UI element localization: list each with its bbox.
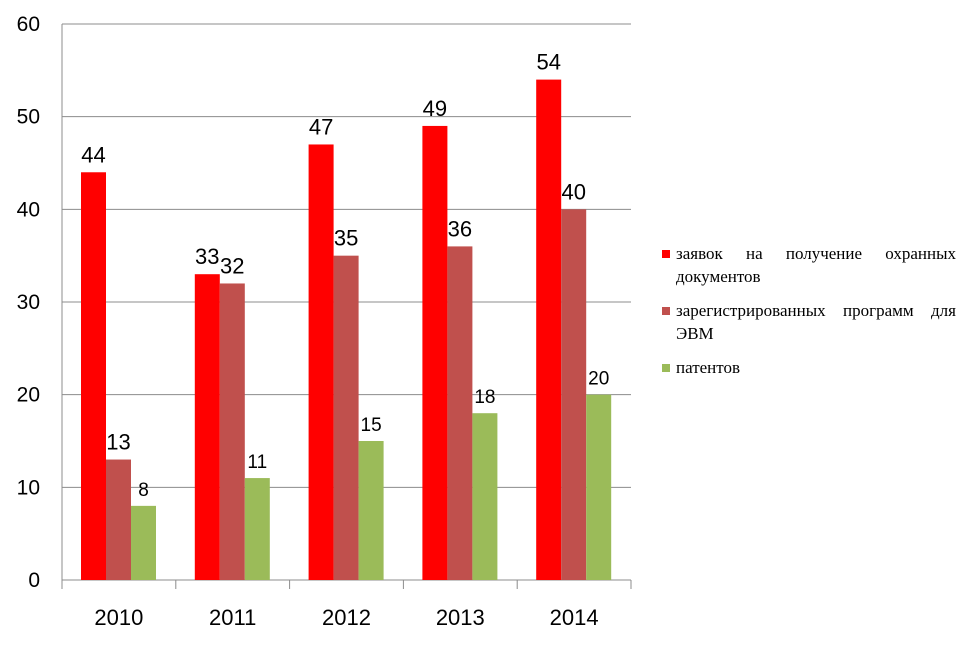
bar	[219, 283, 245, 580]
data-label: 47	[309, 114, 333, 139]
bars	[81, 79, 612, 581]
x-tick-label: 2012	[322, 605, 371, 630]
y-tick-label: 10	[17, 476, 40, 499]
data-label: 44	[81, 142, 105, 167]
data-labels: 44 33 47 49 54 13 32 35 36 40 8 11 15 18 20	[81, 50, 609, 501]
data-label: 35	[334, 226, 358, 251]
y-tick-label: 50	[17, 106, 40, 129]
data-label: 36	[448, 216, 472, 241]
y-tick-label: 30	[17, 291, 40, 314]
legend-label-applications: заявок на получение охранных документов	[676, 244, 956, 286]
bar	[194, 274, 220, 580]
legend-swatch-patents	[662, 364, 670, 372]
y-tick-label: 20	[17, 384, 40, 407]
bar	[333, 255, 359, 580]
legend-label-patents: патентов	[676, 358, 741, 377]
y-tick-label: 0	[28, 569, 40, 592]
legend-item-programs: зарегистрированных программ для ЭВМ	[662, 299, 956, 345]
bar	[561, 209, 587, 581]
x-tick-label: 2011	[209, 605, 256, 630]
data-label: 54	[536, 50, 560, 75]
bar	[586, 394, 612, 580]
data-label: 32	[220, 253, 244, 278]
bar	[536, 79, 562, 580]
x-tick-labels: 2010 2011 2012 2013 2014	[94, 605, 598, 630]
data-label: 33	[195, 244, 219, 269]
data-label: 11	[247, 452, 267, 473]
legend-item-applications: заявок на получение охранных документов	[662, 242, 956, 288]
bar	[447, 246, 473, 580]
data-label: 49	[423, 96, 447, 121]
bar	[422, 125, 448, 580]
legend-item-patents: патентов	[662, 356, 956, 379]
legend-swatch-applications	[662, 250, 670, 258]
data-label: 15	[361, 415, 382, 436]
legend-label-programs: зарегистрированных программ для ЭВМ	[676, 301, 956, 343]
legend: заявок на получение охранных документов …	[662, 242, 956, 390]
data-label: 18	[474, 387, 495, 408]
x-tick-label: 2014	[550, 605, 599, 630]
bar	[81, 172, 106, 580]
bar	[131, 505, 156, 580]
y-tick-labels: 0 10 20 30 40 50 60	[17, 13, 40, 592]
y-tick-label: 60	[17, 13, 40, 36]
bar	[244, 478, 270, 580]
x-tick-label: 2013	[436, 605, 485, 630]
bar	[358, 441, 384, 580]
data-label: 8	[138, 480, 149, 501]
y-tick-label: 40	[17, 198, 40, 221]
bar	[472, 413, 498, 580]
data-label: 40	[561, 179, 585, 204]
bar	[106, 459, 131, 580]
data-label: 20	[588, 369, 609, 390]
axes	[61, 24, 632, 589]
x-tick-label: 2010	[94, 605, 143, 630]
legend-swatch-programs	[662, 307, 670, 315]
bar	[308, 144, 334, 580]
data-label: 13	[106, 430, 130, 455]
